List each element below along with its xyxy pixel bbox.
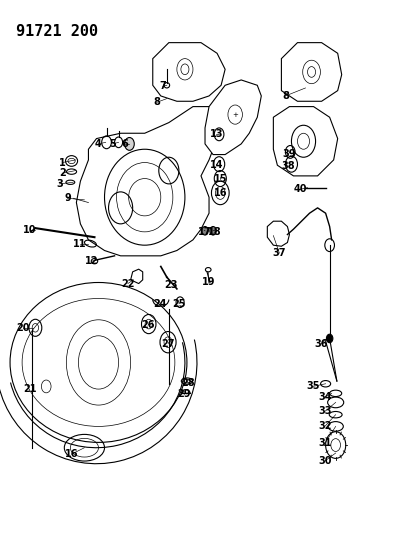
Polygon shape	[205, 80, 261, 155]
Text: 15: 15	[213, 174, 227, 183]
Polygon shape	[130, 269, 142, 284]
Text: 17: 17	[197, 227, 211, 237]
Text: 7: 7	[159, 82, 166, 91]
Polygon shape	[76, 107, 217, 256]
Text: 8: 8	[153, 98, 160, 107]
Text: 21: 21	[23, 384, 37, 394]
Text: 28: 28	[181, 378, 194, 387]
Text: 5: 5	[109, 139, 115, 149]
Text: +: +	[232, 111, 237, 118]
Text: 27: 27	[161, 339, 174, 349]
Text: 40: 40	[293, 184, 307, 194]
Text: 6: 6	[121, 139, 128, 149]
Polygon shape	[281, 43, 341, 101]
Text: 10: 10	[23, 225, 37, 235]
Text: 29: 29	[177, 390, 190, 399]
Text: 4: 4	[95, 139, 101, 149]
Text: 23: 23	[164, 280, 177, 290]
Text: 18: 18	[208, 227, 221, 237]
Text: 9: 9	[64, 193, 71, 203]
Text: 13: 13	[209, 130, 223, 139]
Text: 24: 24	[153, 299, 166, 309]
Text: 8: 8	[281, 91, 288, 101]
Text: 22: 22	[121, 279, 134, 288]
Circle shape	[209, 227, 216, 235]
Text: 25: 25	[172, 299, 185, 309]
Text: 1: 1	[59, 158, 65, 167]
Text: 30: 30	[317, 456, 331, 466]
Text: 39: 39	[281, 149, 295, 158]
Text: 11: 11	[73, 239, 86, 248]
Text: 36: 36	[313, 339, 327, 349]
Text: 26: 26	[141, 320, 154, 330]
Text: 20: 20	[16, 323, 30, 333]
Text: 31: 31	[317, 439, 331, 448]
Text: 14: 14	[209, 160, 223, 170]
Circle shape	[326, 334, 332, 343]
Text: 12: 12	[85, 256, 98, 266]
Text: 37: 37	[272, 248, 286, 258]
Text: 38: 38	[281, 161, 295, 171]
Polygon shape	[267, 221, 289, 246]
Text: 16: 16	[213, 188, 227, 198]
Text: 91721 200: 91721 200	[16, 24, 98, 39]
Text: 3: 3	[56, 179, 63, 189]
Polygon shape	[273, 107, 337, 176]
Circle shape	[124, 138, 134, 150]
Text: 32: 32	[317, 422, 331, 431]
Polygon shape	[152, 43, 225, 101]
Text: 35: 35	[305, 382, 319, 391]
Text: 19: 19	[201, 278, 215, 287]
Text: 33: 33	[317, 407, 331, 416]
Text: 34: 34	[317, 392, 331, 402]
Text: 16: 16	[65, 449, 78, 459]
Circle shape	[201, 227, 208, 235]
Text: 2: 2	[59, 168, 65, 178]
